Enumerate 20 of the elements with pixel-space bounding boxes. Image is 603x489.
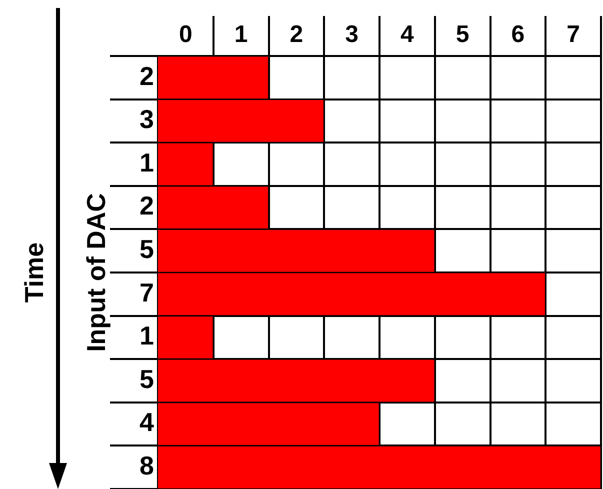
y-axis-title: Input of DAC — [80, 192, 111, 352]
y-tick-label: 2 — [140, 60, 154, 91]
x-tick-label: 0 — [179, 21, 192, 48]
x-tick-label: 4 — [400, 21, 415, 48]
y-tick-label: 7 — [140, 277, 154, 308]
y-tick-label: 8 — [140, 450, 154, 481]
x-tick-label: 5 — [456, 21, 470, 48]
y-tick-label: 1 — [140, 320, 154, 351]
x-tick-label: 6 — [511, 21, 525, 48]
x-tick-label: 1 — [234, 21, 248, 48]
x-tick-label: 7 — [566, 21, 580, 48]
x-tick-label: 2 — [290, 21, 304, 48]
x-tick-label: 3 — [345, 21, 358, 48]
y-tick-label: 5 — [140, 234, 154, 264]
y-tick-label: 5 — [140, 364, 154, 394]
y-tick-label: 2 — [140, 190, 154, 221]
y-tick-label: 1 — [140, 147, 154, 178]
y-tick-label: 3 — [140, 104, 154, 134]
y-tick-label: 4 — [140, 407, 155, 438]
text: Time — [19, 242, 50, 303]
